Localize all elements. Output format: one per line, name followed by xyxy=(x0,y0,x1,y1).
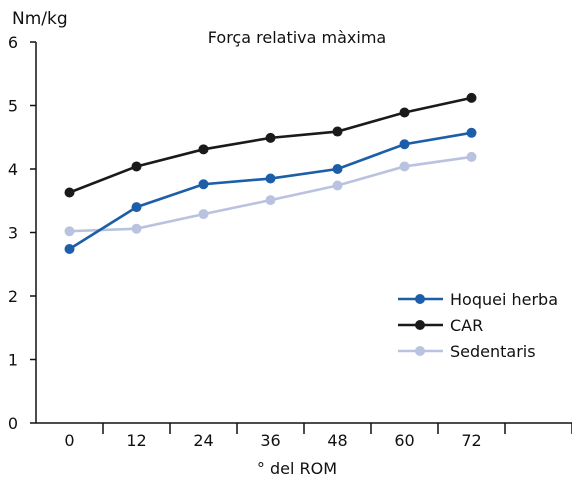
data-point xyxy=(399,139,410,150)
legend-swatch-marker xyxy=(415,346,425,356)
x-ticks: 0 12 24 36 48 60 72 xyxy=(64,423,572,450)
y-tick-label: 2 xyxy=(8,287,18,306)
y-tick-label: 0 xyxy=(8,414,18,433)
series-line xyxy=(68,131,472,251)
series-layer xyxy=(64,92,477,255)
data-point xyxy=(198,179,209,190)
data-point xyxy=(64,244,75,255)
x-tick-label: 12 xyxy=(126,431,146,450)
legend-swatch-marker xyxy=(415,294,425,304)
legend-label: CAR xyxy=(450,316,483,335)
data-point xyxy=(198,209,209,220)
series-car xyxy=(64,92,477,198)
x-tick-label: 60 xyxy=(394,431,414,450)
y-tick-label: 1 xyxy=(8,351,18,370)
legend-item: Sedentaris xyxy=(398,342,536,361)
data-point xyxy=(399,107,410,118)
y-ticks: 0 1 2 3 4 5 6 xyxy=(8,33,36,433)
data-point xyxy=(131,161,142,172)
data-point xyxy=(466,92,477,103)
data-point xyxy=(265,132,276,143)
legend-label: Hoquei herba xyxy=(450,290,558,309)
data-point xyxy=(265,195,276,206)
x-tick-label: 24 xyxy=(193,431,213,450)
x-tick-label: 48 xyxy=(327,431,347,450)
legend-label: Sedentaris xyxy=(450,342,536,361)
data-point xyxy=(399,161,410,172)
data-point xyxy=(64,226,75,237)
y-tick-label: 4 xyxy=(8,160,18,179)
y-tick-label: 3 xyxy=(8,224,18,243)
data-point xyxy=(332,126,343,137)
legend: Hoquei herba CAR Sedentaris xyxy=(398,290,558,361)
legend-item: Hoquei herba xyxy=(398,290,558,309)
series-hoquei-herba xyxy=(64,127,477,255)
data-point xyxy=(198,144,209,155)
data-point xyxy=(131,202,142,213)
x-axis-label: ° del ROM xyxy=(257,459,337,478)
data-point xyxy=(131,223,142,234)
chart-title: Força relativa màxima xyxy=(208,28,386,47)
series-sedentaris xyxy=(64,151,477,237)
data-point xyxy=(265,173,276,184)
legend-swatch-marker xyxy=(415,320,425,330)
data-point xyxy=(64,187,75,198)
x-tick-label: 72 xyxy=(461,431,481,450)
y-axis-label: Nm/kg xyxy=(12,9,68,29)
x-tick-label: 0 xyxy=(64,431,74,450)
data-point xyxy=(332,164,343,174)
data-point xyxy=(332,180,343,191)
y-tick-label: 5 xyxy=(8,97,18,116)
data-point xyxy=(466,127,477,138)
legend-item: CAR xyxy=(398,316,483,335)
data-point xyxy=(466,151,477,162)
y-tick-label: 6 xyxy=(8,33,18,52)
x-tick-label: 36 xyxy=(260,431,280,450)
